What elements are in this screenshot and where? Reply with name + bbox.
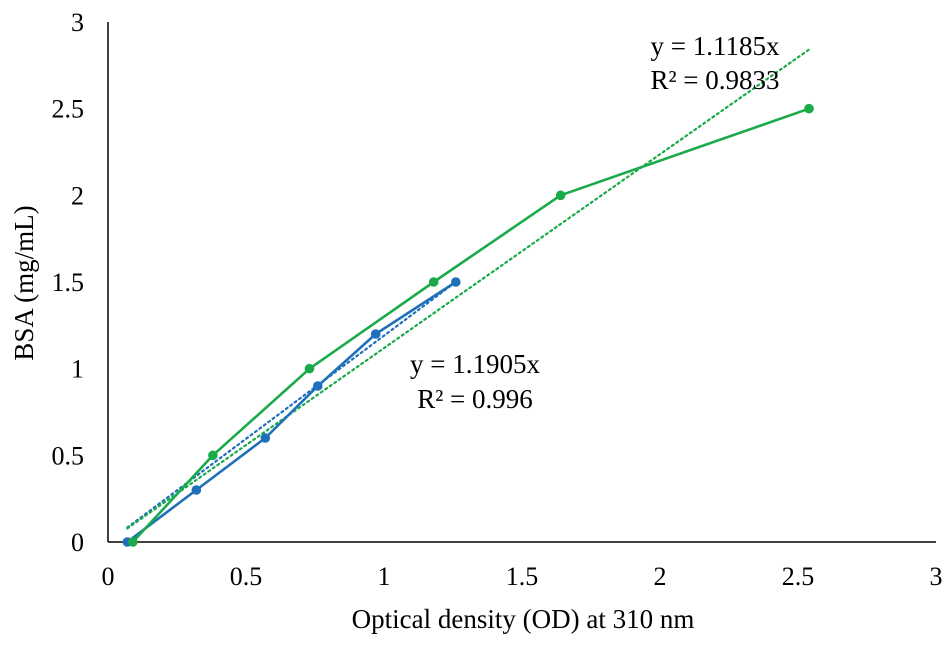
- x-tick-label: 3: [930, 562, 943, 591]
- data-point-series-1: [428, 277, 439, 287]
- x-tick-label: 2: [654, 562, 667, 591]
- trendline-series-1: [126, 48, 811, 530]
- x-tick-label: 0: [102, 562, 115, 591]
- y-tick-label: 1: [71, 355, 84, 384]
- y-tick-label: 2: [71, 181, 84, 210]
- data-point-series-1: [555, 190, 566, 201]
- x-tick-label: 1: [378, 562, 391, 591]
- data-point-series-0: [191, 485, 202, 495]
- data-point-series-0: [312, 381, 323, 391]
- trendline-r-squared: R² = 0.9833: [650, 65, 779, 95]
- trendline-r-squared: R² = 0.996: [417, 384, 533, 414]
- series-line-0: [126, 280, 457, 544]
- series-line-1: [131, 107, 810, 543]
- y-tick-label: 0: [71, 528, 84, 557]
- data-point-series-1: [128, 537, 138, 547]
- data-point-series-0: [370, 329, 381, 339]
- x-tick-label: 2.5: [782, 562, 815, 591]
- data-point-series-1: [804, 103, 814, 114]
- axes: [107, 22, 936, 543]
- data-point-series-1: [304, 363, 315, 374]
- annotations: y = 1.1905x R² = 0.996 y = 1.1185x R² = 0.9…: [410, 31, 780, 414]
- data-point-series-1: [208, 450, 218, 461]
- y-tick-label: 3: [71, 8, 84, 37]
- x-tick-label: 1.5: [506, 562, 539, 591]
- y-tick-label: 0.5: [52, 441, 85, 470]
- trendline-equation: y = 1.1185x: [651, 31, 780, 61]
- x-axis-title: Optical density (OD) at 310 nm: [352, 604, 695, 634]
- y-tick-label: 1.5: [52, 268, 85, 297]
- series-layer: [122, 103, 814, 547]
- trendlines: [126, 48, 811, 530]
- trendline-equation: y = 1.1905x: [410, 349, 540, 379]
- y-axis-title: BSA (mg/mL): [9, 205, 39, 360]
- x-tick-label: 0.5: [230, 562, 263, 591]
- tick-labels: 0 0.5 1 1.5 2 2.5 3 0 0.5 1 1.5 2 2.5 3: [52, 8, 943, 591]
- trendline-series-0: [126, 280, 457, 529]
- y-tick-label: 2.5: [52, 95, 85, 124]
- data-point-series-0: [260, 433, 271, 443]
- data-point-series-0: [450, 277, 461, 287]
